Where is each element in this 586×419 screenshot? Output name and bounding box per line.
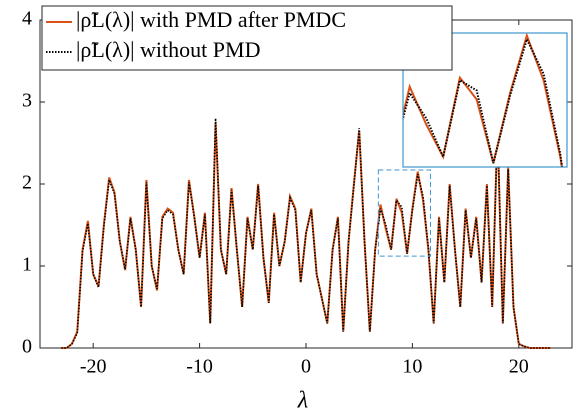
y-tick-label: 1 [22,254,32,276]
x-tick-label: -10 [186,356,213,378]
x-tick-label: 10 [402,356,422,378]
x-tick-label: -20 [80,356,107,378]
y-tick-label: 2 [22,172,32,194]
legend-box [41,5,453,71]
x-axis-label: λ [297,388,308,414]
x-tick-label: 0 [301,356,311,378]
zoom-region [377,169,431,257]
legend-label: |ρ̃L(λ)| without PMD [76,37,260,62]
y-tick-label: 0 [22,336,32,358]
series-line [61,122,551,349]
x-tick-label: 20 [509,356,529,378]
y-tick-label: 3 [22,90,32,112]
inset-frame [402,32,568,168]
y-tick-label: 4 [22,8,32,30]
legend-label: |ρ̃L(λ)| with PMD after PMDC [76,7,346,32]
